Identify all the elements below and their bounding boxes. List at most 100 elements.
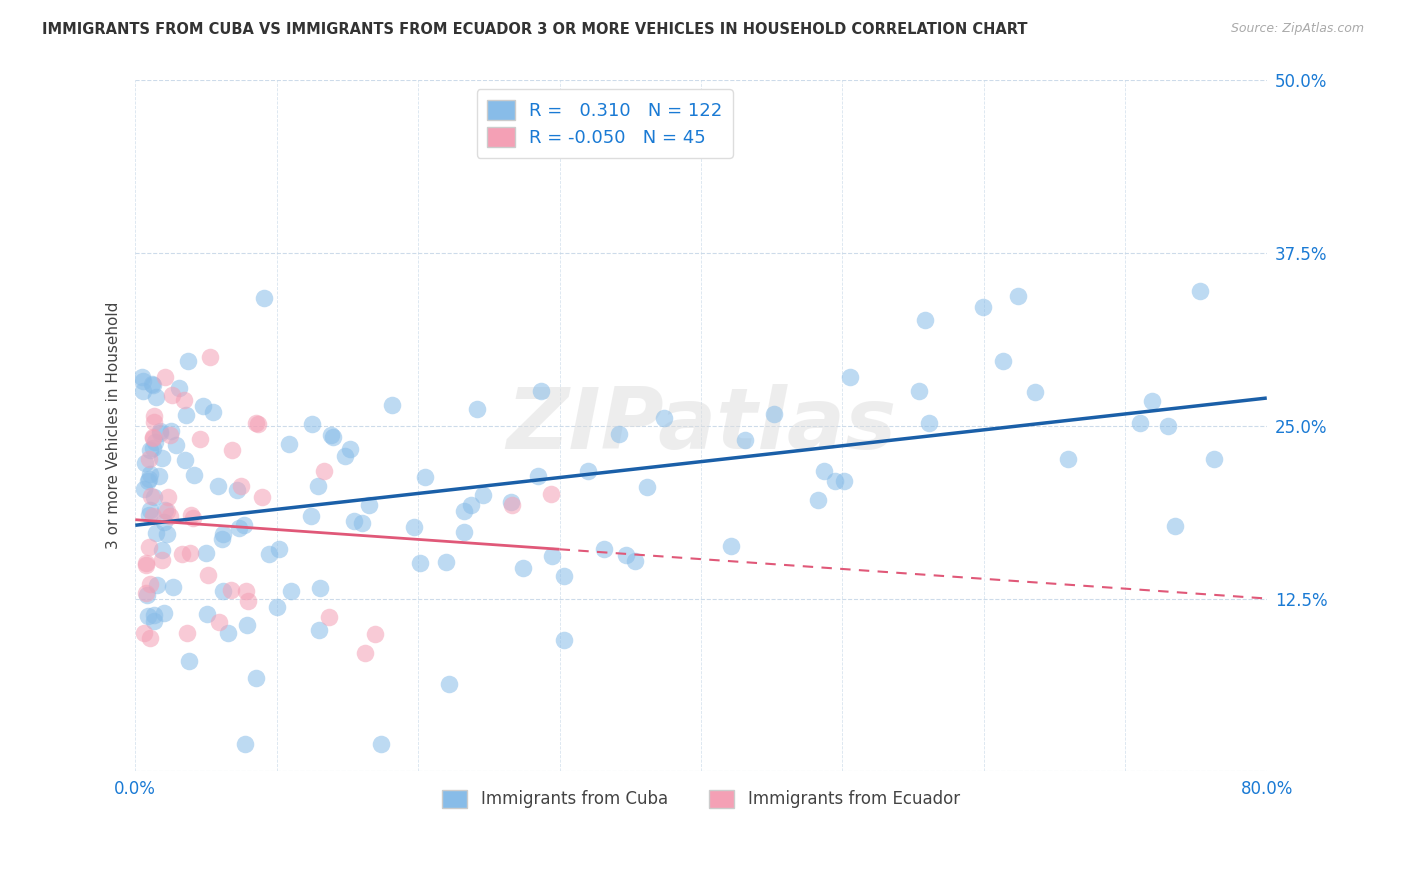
Point [824,474,846,488]
Point [266,599,288,614]
Point [160,424,183,438]
Y-axis label: 3 or more Vehicles in Household: 3 or more Vehicles in Household [107,302,121,549]
Point [616,549,638,563]
Point [807,493,830,508]
Point [993,353,1015,368]
Point [202,405,225,419]
Point [318,610,340,624]
Point [553,633,575,648]
Point [233,737,256,751]
Point [135,586,157,600]
Point [314,464,336,478]
Point [1007,289,1029,303]
Point [245,671,267,685]
Point [307,479,329,493]
Point [1024,384,1046,399]
Point [208,615,231,630]
Point [132,384,155,398]
Point [156,504,179,518]
Point [136,608,159,623]
Point [333,450,356,464]
Point [308,581,330,595]
Point [914,313,936,327]
Point [527,469,550,483]
Point [280,584,302,599]
Point [839,369,862,384]
Point [132,374,155,388]
Point [195,607,218,621]
Point [652,411,675,425]
Point [1140,393,1163,408]
Point [257,547,280,561]
Point [145,435,167,450]
Point [174,408,197,422]
Point [352,516,374,531]
Point [139,467,162,481]
Point [364,627,387,641]
Point [150,553,173,567]
Point [343,514,366,528]
Point [499,495,522,509]
Point [193,399,215,413]
Point [1129,416,1152,430]
Point [179,654,201,668]
Point [132,483,155,497]
Point [138,452,160,467]
Point [1188,285,1211,299]
Point [247,417,270,431]
Point [188,433,211,447]
Point [908,384,931,398]
Point [226,483,249,497]
Point [413,470,436,484]
Point [762,407,785,421]
Point [624,554,647,568]
Point [734,433,756,447]
Point [150,451,173,466]
Point [156,526,179,541]
Point [813,464,835,478]
Point [353,646,375,660]
Point [211,583,233,598]
Point [149,425,172,440]
Point [180,508,202,523]
Point [301,508,323,523]
Point [131,369,153,384]
Point [142,608,165,623]
Point [434,555,457,569]
Point [972,300,994,314]
Text: IMMIGRANTS FROM CUBA VS IMMIGRANTS FROM ECUADOR 3 OR MORE VEHICLES IN HOUSEHOLD : IMMIGRANTS FROM CUBA VS IMMIGRANTS FROM … [42,22,1028,37]
Point [197,568,219,582]
Point [135,556,157,570]
Point [593,542,616,557]
Point [339,442,361,457]
Point [465,402,488,417]
Point [152,543,174,558]
Point [183,467,205,482]
Point [381,398,404,412]
Point [471,487,494,501]
Point [250,491,273,505]
Point [501,499,523,513]
Point [576,464,599,478]
Point [145,578,167,592]
Point [138,540,160,554]
Point [170,548,193,562]
Point [453,524,475,539]
Point [136,474,159,488]
Text: Source: ZipAtlas.com: Source: ZipAtlas.com [1230,22,1364,36]
Point [179,546,201,560]
Point [529,384,551,398]
Point [142,409,165,424]
Point [453,504,475,518]
Point [134,456,156,470]
Point [139,442,162,457]
Point [142,429,165,443]
Point [308,623,330,637]
Point [720,540,742,554]
Point [238,594,260,608]
Point [540,487,562,501]
Legend: Immigrants from Cuba, Immigrants from Ecuador: Immigrants from Cuba, Immigrants from Ec… [436,783,966,815]
Point [142,377,165,392]
Point [142,431,165,445]
Point [148,469,170,483]
